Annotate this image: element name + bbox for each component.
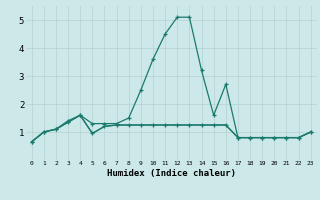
X-axis label: Humidex (Indice chaleur): Humidex (Indice chaleur) [107,169,236,178]
